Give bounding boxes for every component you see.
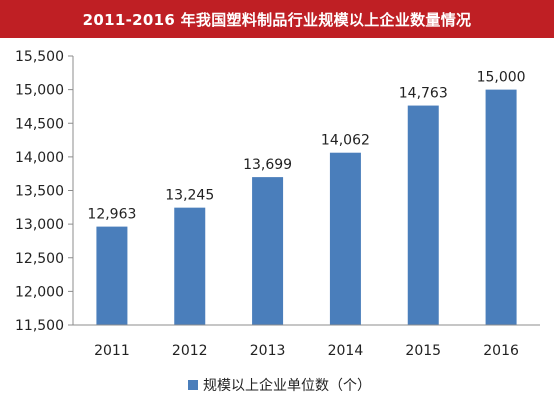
x-tick-label: 2016 <box>483 343 519 359</box>
x-tick-label: 2014 <box>328 343 364 359</box>
data-label: 14,763 <box>399 86 448 102</box>
data-label: 14,062 <box>321 133 370 149</box>
y-tick-label: 15,500 <box>15 49 64 65</box>
x-tick-label: 2011 <box>94 343 130 359</box>
x-axis: 2011 2012 2013 2014 2015 2016 <box>73 324 540 359</box>
bar-2011 <box>96 226 128 325</box>
legend-label: 规模以上企业单位数（个） <box>203 377 371 394</box>
data-label: 13,245 <box>165 188 214 204</box>
bar-2015 <box>407 105 439 325</box>
bar-chart: 11,500 12,000 12,500 13,000 13,500 14,000 14,5… <box>15 49 540 394</box>
data-label: 15,000 <box>477 70 526 86</box>
x-tick-label: 2013 <box>250 343 286 359</box>
x-tick-label: 2012 <box>172 343 208 359</box>
chart-title: 2011-2016 年我国塑料制品行业规模以上企业数量情况 <box>0 0 554 38</box>
y-tick-label: 15,000 <box>15 83 64 99</box>
y-tick-label: 14,000 <box>15 150 64 166</box>
y-tick-label: 13,500 <box>15 184 64 200</box>
bar-2016 <box>485 89 517 325</box>
bar-2012 <box>174 207 206 325</box>
x-tick-label: 2015 <box>405 343 441 359</box>
legend-swatch <box>188 380 198 390</box>
y-axis: 11,500 12,000 12,500 13,000 13,500 14,000 14,5… <box>15 49 74 334</box>
y-tick-label: 12,500 <box>15 251 64 267</box>
legend: 规模以上企业单位数（个） <box>188 377 371 394</box>
y-tick-label: 14,500 <box>15 116 64 132</box>
bars: 12,963 13,245 13,699 14,062 14,763 15,000 <box>87 70 526 325</box>
y-tick-label: 11,500 <box>15 318 64 334</box>
y-tick-label: 13,000 <box>15 217 64 233</box>
data-label: 13,699 <box>243 157 292 173</box>
bar-2014 <box>329 152 361 325</box>
bar-2013 <box>252 177 284 325</box>
y-tick-label: 12,000 <box>15 284 64 300</box>
data-label: 12,963 <box>87 207 136 223</box>
